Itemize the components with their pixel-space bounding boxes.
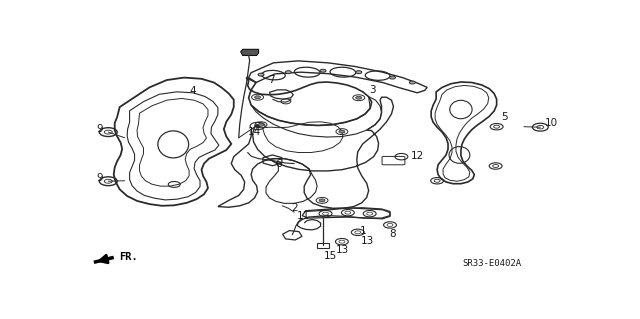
Text: 14: 14 — [248, 127, 261, 137]
Circle shape — [255, 96, 260, 99]
Text: 7: 7 — [268, 75, 275, 85]
Text: FR.: FR. — [118, 252, 138, 262]
Text: 1: 1 — [360, 226, 366, 236]
Circle shape — [410, 81, 415, 84]
Text: 9: 9 — [97, 173, 103, 183]
Text: 4: 4 — [190, 86, 196, 96]
Text: 5: 5 — [500, 112, 508, 122]
Circle shape — [320, 69, 326, 72]
Text: 12: 12 — [411, 151, 424, 161]
Circle shape — [255, 124, 260, 128]
Text: 13: 13 — [336, 245, 349, 255]
Circle shape — [285, 71, 291, 74]
Text: 2: 2 — [291, 203, 298, 213]
Text: 11: 11 — [296, 211, 310, 221]
Circle shape — [356, 96, 362, 99]
Text: 6: 6 — [275, 159, 282, 168]
Text: 8: 8 — [389, 228, 396, 239]
Polygon shape — [241, 49, 259, 56]
Circle shape — [258, 73, 264, 76]
Text: 15: 15 — [324, 251, 337, 261]
Text: SR33-E0402A: SR33-E0402A — [462, 259, 521, 268]
Text: 13: 13 — [361, 236, 374, 246]
Text: 10: 10 — [545, 118, 558, 128]
Circle shape — [339, 130, 345, 133]
Circle shape — [390, 76, 396, 79]
Text: 3: 3 — [369, 85, 376, 95]
Circle shape — [356, 71, 362, 74]
Circle shape — [319, 199, 325, 202]
Text: 9: 9 — [97, 124, 103, 134]
Circle shape — [258, 123, 264, 126]
